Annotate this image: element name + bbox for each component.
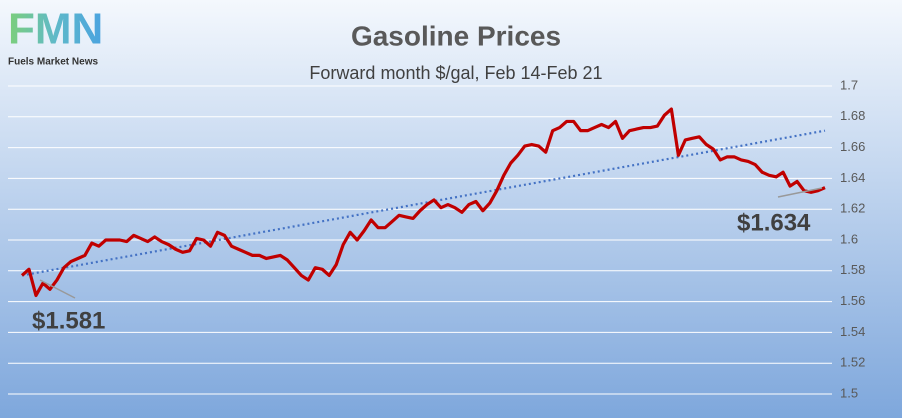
y-tick-label: 1.66 [840,139,865,154]
logo-mark: FMN [8,5,103,54]
y-tick-label: 1.6 [840,231,858,246]
y-tick-label: 1.56 [840,293,865,308]
y-tick-label: 1.68 [840,108,865,123]
logo-name: Fuels Market News [8,57,98,68]
y-tick-label: 1.62 [840,201,865,216]
y-tick-label: 1.5 [840,385,858,400]
leader-line [777,187,823,198]
y-tick-label: 1.64 [840,170,865,185]
chart-title: Gasoline Prices [351,20,561,51]
y-tick-label: 1.52 [840,355,865,370]
price-line [20,107,826,298]
y-tick-label: 1.58 [840,262,865,277]
y-tick-label: 1.7 [840,77,858,92]
chart-subtitle: Forward month $/gal, Feb 14-Feb 21 [309,63,602,83]
y-tick-label: 1.54 [840,324,865,339]
annotation: $1.581 [32,307,105,334]
annotation: $1.634 [737,209,811,236]
leader-line [39,279,76,299]
trendline [21,129,826,277]
